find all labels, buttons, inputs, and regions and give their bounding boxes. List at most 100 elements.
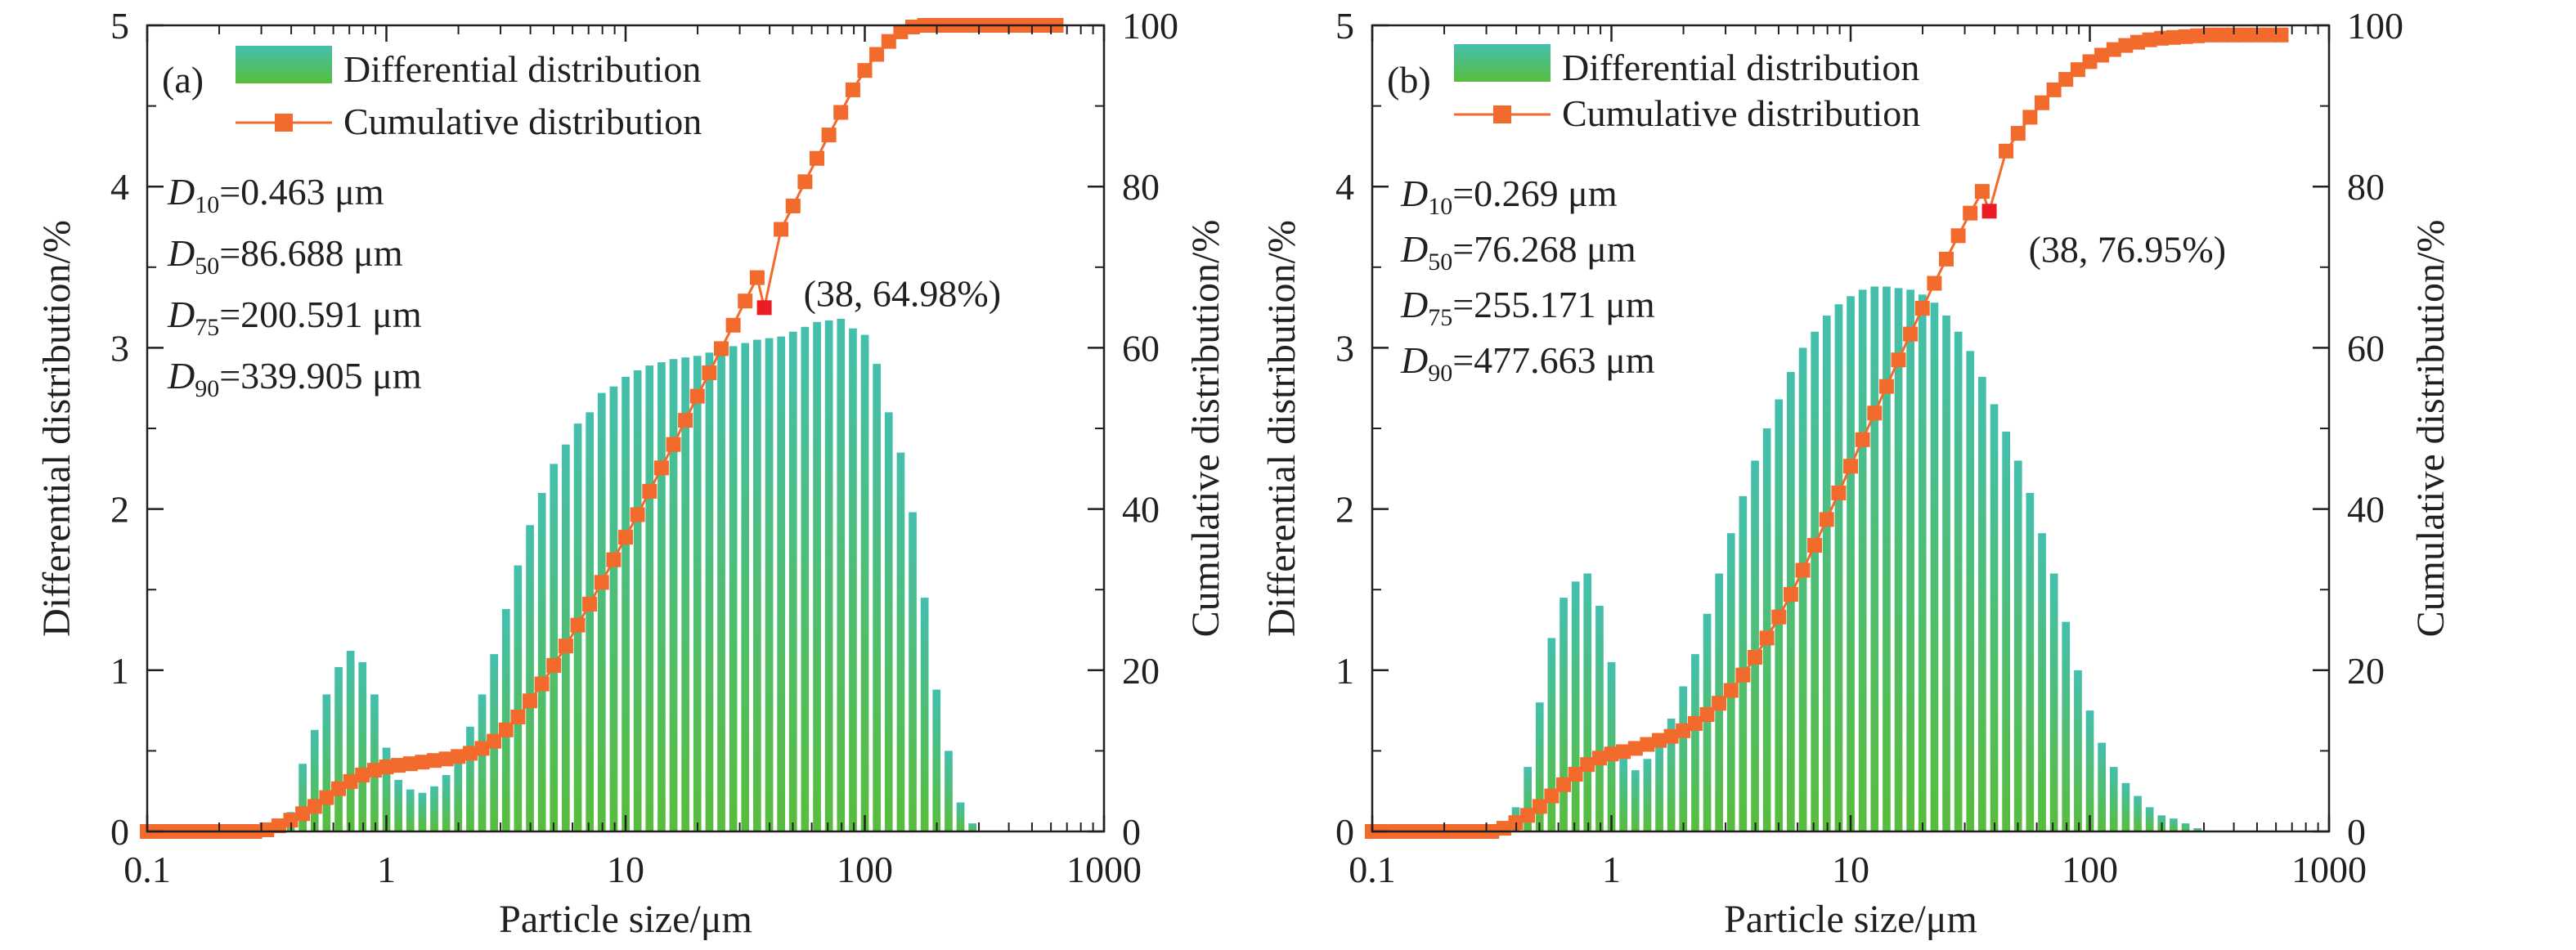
differential-bar bbox=[909, 512, 917, 831]
cumulative-marker bbox=[391, 758, 406, 773]
y-right-tick-label: 20 bbox=[1122, 650, 1160, 692]
differential-bar bbox=[1990, 404, 1999, 831]
stat-symbol: D bbox=[1400, 284, 1428, 325]
differential-bar bbox=[1966, 351, 1975, 831]
cumulative-marker bbox=[2142, 32, 2157, 47]
cumulative-marker bbox=[810, 150, 824, 166]
differential-bars bbox=[1511, 286, 2201, 831]
differential-bar bbox=[1619, 759, 1627, 831]
cumulative-marker bbox=[1807, 538, 1823, 553]
cumulative-marker bbox=[1580, 757, 1595, 773]
stat-value: =339.905 μm bbox=[219, 355, 422, 397]
differential-bar bbox=[777, 336, 785, 832]
chart-panel-b: 0.1 1 10 100 1000012345020406080100Particle … bbox=[1260, 5, 2453, 941]
cumulative-marker bbox=[1723, 683, 1739, 698]
cumulative-marker bbox=[1748, 650, 1762, 665]
differential-bar bbox=[1739, 495, 1748, 831]
x-axis-ticks bbox=[146, 25, 1106, 831]
cumulative-marker bbox=[570, 617, 586, 633]
y-left-tick-label: 0 bbox=[1335, 811, 1354, 853]
differential-bar bbox=[310, 729, 319, 831]
differential-bar bbox=[1583, 573, 1592, 831]
cumulative-marker bbox=[355, 768, 370, 782]
differential-bar bbox=[1703, 613, 1712, 831]
differential-bar bbox=[669, 359, 678, 831]
cumulative-marker bbox=[2070, 62, 2085, 78]
cumulative-marker bbox=[2214, 27, 2229, 43]
differential-bar bbox=[1906, 289, 1914, 831]
cumulative-marker bbox=[2190, 28, 2206, 43]
y-right-tick-label: 100 bbox=[2347, 5, 2403, 47]
cumulative-marker bbox=[2118, 38, 2134, 53]
x-tick-label: 1 bbox=[377, 849, 396, 890]
cumulative-marker bbox=[1855, 432, 1870, 447]
differential-bar bbox=[442, 775, 451, 831]
stat-value: =76.268 μm bbox=[1452, 228, 1636, 270]
cumulative-marker bbox=[725, 317, 741, 333]
differential-bar bbox=[824, 320, 833, 831]
cumulative-marker bbox=[618, 530, 633, 545]
highlight-marker bbox=[756, 300, 772, 316]
differential-bar bbox=[1571, 581, 1580, 831]
differential-bar bbox=[920, 598, 929, 831]
differential-bar bbox=[1798, 347, 1807, 831]
y-right-tick-label: 80 bbox=[2347, 166, 2385, 208]
cumulative-marker bbox=[2273, 27, 2289, 43]
cumulative-marker bbox=[689, 388, 705, 404]
differential-bar bbox=[1535, 702, 1544, 831]
differential-bar bbox=[2098, 742, 2106, 831]
x-tick-label: 100 bbox=[2062, 849, 2118, 890]
panel-label: (b) bbox=[1387, 59, 1431, 101]
cumulative-marker bbox=[857, 63, 873, 78]
y-left-tick-label: 4 bbox=[1335, 166, 1354, 208]
cumulative-marker bbox=[2250, 27, 2265, 43]
differential-bar bbox=[705, 352, 714, 831]
differential-bar bbox=[1894, 288, 1903, 831]
legend-marker-cumulative bbox=[275, 114, 293, 132]
differential-bar bbox=[932, 689, 941, 831]
x-tick-label: 10 bbox=[1832, 849, 1869, 890]
cumulative-marker bbox=[582, 596, 598, 612]
y-left-tick-label: 1 bbox=[110, 650, 129, 692]
cumulative-marker bbox=[271, 818, 286, 834]
differential-bar bbox=[884, 412, 893, 831]
panel-label: (a) bbox=[162, 59, 204, 101]
y-left-tick-label: 5 bbox=[1335, 5, 1354, 47]
cumulative-marker bbox=[319, 790, 334, 805]
legend-label-differential: Differential distribution bbox=[343, 48, 701, 90]
differential-bar bbox=[956, 802, 965, 831]
cumulative-marker bbox=[2094, 47, 2110, 63]
cumulative-marker bbox=[1795, 562, 1811, 578]
cumulative-marker bbox=[1640, 737, 1655, 752]
differential-bar bbox=[1679, 686, 1688, 831]
differential-bar bbox=[597, 392, 606, 832]
stat-line: D75=255.171 μm bbox=[1400, 284, 1655, 331]
cumulative-marker bbox=[558, 639, 573, 654]
x-axis-title: Particle size/μm bbox=[1724, 898, 1977, 941]
differential-bars bbox=[286, 318, 976, 832]
cumulative-marker bbox=[1676, 723, 1691, 738]
y-right-tick-label: 80 bbox=[1122, 166, 1160, 208]
cumulative-marker bbox=[1914, 301, 1930, 316]
differential-bar bbox=[1691, 654, 1699, 831]
stat-value: =86.688 μm bbox=[219, 232, 403, 274]
differential-bar bbox=[1870, 286, 1879, 831]
stat-value: =477.663 μm bbox=[1452, 339, 1655, 381]
y-right-tick-label: 40 bbox=[2347, 489, 2385, 531]
y-left-tick-label: 2 bbox=[110, 489, 129, 531]
cumulative-marker bbox=[714, 341, 729, 356]
stat-symbol: D bbox=[1400, 339, 1428, 381]
differential-bar bbox=[609, 386, 618, 831]
cumulative-marker bbox=[1544, 788, 1560, 804]
cumulative-marker bbox=[630, 507, 645, 522]
legend: Differential distribution Cumulative dist… bbox=[236, 46, 702, 142]
cumulative-marker bbox=[438, 751, 454, 767]
cumulative-marker bbox=[1652, 733, 1667, 748]
cumulative-marker bbox=[283, 813, 298, 828]
y-left-tick-label: 3 bbox=[110, 327, 129, 369]
cumulative-marker bbox=[2035, 95, 2049, 110]
differential-bar bbox=[2049, 573, 2058, 831]
cumulative-marker bbox=[1568, 767, 1583, 782]
differential-bar bbox=[2002, 431, 2010, 831]
